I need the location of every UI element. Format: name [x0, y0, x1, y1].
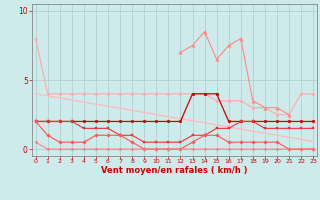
- X-axis label: Vent moyen/en rafales ( km/h ): Vent moyen/en rafales ( km/h ): [101, 166, 248, 175]
